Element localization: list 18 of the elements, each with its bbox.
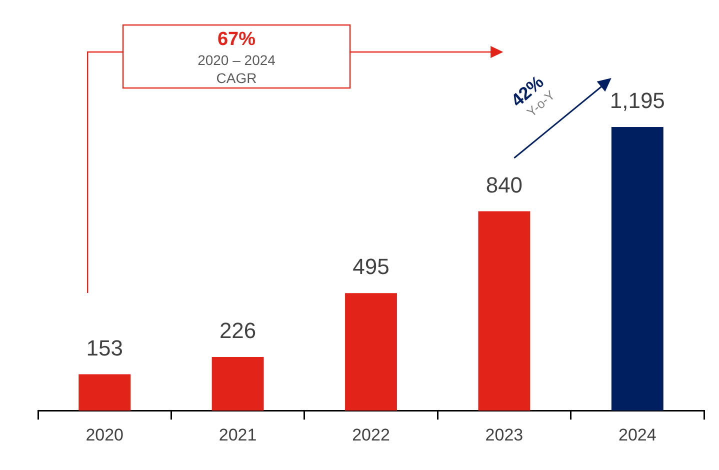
text: 2020 – 2024 bbox=[198, 52, 276, 68]
data-label: 840 bbox=[486, 172, 523, 198]
data-label: 153 bbox=[86, 335, 123, 360]
bar bbox=[78, 374, 131, 411]
bar bbox=[478, 211, 530, 411]
x-tick-label: 2020 bbox=[86, 425, 124, 444]
x-tick-label: 2024 bbox=[618, 425, 656, 444]
data-label: 226 bbox=[219, 318, 256, 344]
text: CAGR bbox=[216, 70, 257, 86]
data-label: 1,195 bbox=[610, 88, 665, 114]
x-tick-label: 2022 bbox=[352, 425, 390, 444]
x-tick-label: 2023 bbox=[485, 425, 524, 444]
x-tick-label: 2021 bbox=[218, 425, 257, 444]
text: 67% bbox=[217, 29, 256, 50]
data-label: 495 bbox=[352, 254, 390, 280]
bar bbox=[345, 293, 397, 411]
bar bbox=[212, 356, 264, 411]
bar bbox=[611, 127, 664, 411]
